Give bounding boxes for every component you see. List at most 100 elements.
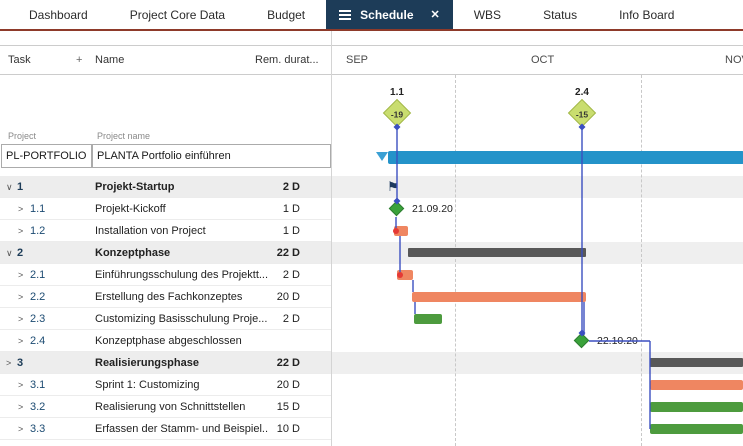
task-id: 2.3 [30,313,46,325]
task-row-3.2[interactable]: >3.2 Realisierung von Schnittstellen 15 D [0,396,331,418]
task-name: Realisierungsphase [95,357,199,369]
task-name: Einführungsschulung des Projektt... [95,269,269,281]
task-name: Sprint 1: Customizing [95,379,200,391]
tab-bar: Dashboard Project Core Data Budget Schedule… [0,0,743,31]
schedule-milestone-2.4[interactable]: -15 [567,98,597,128]
tab-dashboard[interactable]: Dashboard [29,7,88,22]
task-id: 2.1 [30,269,46,281]
task-row-3[interactable]: >3 Realisierungsphase 22 D [0,352,331,374]
timeline-header: SEP OCT NOV [332,45,743,75]
task-name: Erfassen der Stamm- und Beispiel... [95,423,269,435]
gantt-bar-2.2[interactable] [412,292,586,302]
project-name-field[interactable]: PLANTA Portfolio einführen [92,144,331,168]
task-name: Erstellung des Fachkonzeptes [95,291,243,303]
expand-icon[interactable]: ∨ [6,248,13,258]
gantt-bar-2.1[interactable] [397,270,413,280]
expand-icon[interactable]: > [18,380,24,390]
section-row-band [332,176,743,198]
tab-status[interactable]: Status [543,7,578,22]
tab-budget[interactable]: Budget [267,7,306,22]
expand-icon[interactable]: > [18,314,24,324]
task-row-3.1[interactable]: >3.1 Sprint 1: Customizing 20 D [0,374,331,396]
task-id: 3.3 [30,423,46,435]
milestone-2.4[interactable] [573,332,590,349]
schedule-milestone-1.1[interactable]: -19 [382,98,412,128]
column-name: Name [95,54,125,66]
task-id: 1 [17,181,24,193]
tab-label: Schedule [360,7,414,22]
month-label: SEP [346,54,369,66]
gantt-body: 1.1 -19 2.4 -15 ⚑ 21.09.20 22.10.20 [332,31,743,446]
project-bar[interactable] [388,151,743,164]
task-name: Konzeptphase [95,247,171,259]
task-row-2.4[interactable]: >2.4 Konzeptphase abgeschlossen [0,330,331,352]
expand-icon[interactable]: > [18,204,24,214]
task-name: Projekt-Kickoff [95,203,166,215]
task-row-2.3[interactable]: >2.3 Customizing Basisschulung Proje... 2 … [0,308,331,330]
task-id: 3.1 [30,379,46,391]
task-row-1.2[interactable]: >1.2 Installation von Project 1 D [0,220,331,242]
task-id: 2.2 [30,291,46,303]
gantt-bar-2[interactable] [408,248,586,257]
gantt-bar-1.2[interactable] [394,226,408,236]
task-rows: ∨ 1 Projekt-Startup 2 D >1.1 Projekt-Kickoff 1… [0,176,331,440]
tab-project-core-data[interactable]: Project Core Data [129,7,226,22]
task-row-2.1[interactable]: >2.1 Einführungsschulung des Projektt... 2… [0,264,331,286]
task-name: Projekt-Startup [95,181,175,193]
expand-icon[interactable]: ∨ [6,182,13,192]
close-icon[interactable]: ✕ [430,9,440,21]
task-duration: 22 D [276,357,300,369]
milestone-buffer-value: -15 [575,109,589,120]
task-duration: 15 D [276,401,300,413]
task-row-1.1[interactable]: >1.1 Projekt-Kickoff 1 D [0,198,331,220]
expand-icon[interactable]: > [18,424,24,434]
gantt-bar-2.3[interactable] [414,314,442,324]
task-row-3.3[interactable]: >3.3 Erfassen der Stamm- und Beispiel... 1… [0,418,331,440]
task-duration: 20 D [276,291,300,303]
gantt-bar-3.2[interactable] [650,402,743,412]
milestone-date: 22.10.20 [597,335,638,347]
task-duration: 20 D [276,379,300,391]
flag-icon[interactable]: ⚑ [387,179,399,194]
table-column-header: Task + Name Rem. durat... [0,45,331,75]
schedule-milestone-code: 2.4 [575,87,589,98]
task-duration: 10 D [276,423,300,435]
task-duration: 2 D [282,269,300,281]
task-row-1[interactable]: ∨ 1 Projekt-Startup 2 D [0,176,331,198]
task-name: Customizing Basisschulung Proje... [95,313,268,325]
gantt-bar-3.1[interactable] [650,380,743,390]
task-name: Konzeptphase abgeschlossen [95,335,242,347]
expand-icon[interactable]: > [18,270,24,280]
month-gridline [641,75,642,446]
section-row-band [332,352,743,374]
task-duration: 1 D [282,225,300,237]
milestone-date: 21.09.20 [412,203,453,215]
expand-icon[interactable]: > [18,292,24,302]
gantt-bar-3.3[interactable] [650,424,743,434]
task-name: Installation von Project [95,225,206,237]
task-name: Realisierung von Schnittstellen [95,401,246,413]
task-id: 1.2 [30,225,46,237]
project-id-label: Project [8,131,37,141]
project-id-field[interactable]: PL-PORTFOLIO [1,144,92,168]
tab-wbs[interactable]: WBS [473,7,502,22]
gantt-bar-3[interactable] [650,358,743,367]
task-row-2[interactable]: ∨ 2 Konzeptphase 22 D [0,242,331,264]
expand-icon[interactable]: > [6,358,12,368]
gantt-chart: SEP OCT NOV 1.1 -19 2.4 -15 ⚑ 21.09.20 22.10.20 [332,31,743,446]
expand-icon[interactable]: > [18,402,24,412]
milestone-1.1[interactable] [388,200,405,217]
add-column-button[interactable]: + [76,54,83,66]
tab-schedule[interactable]: Schedule ✕ [326,0,453,29]
month-label: OCT [531,54,555,66]
task-duration: 1 D [282,203,300,215]
task-duration: 22 D [276,247,300,259]
expand-icon[interactable]: > [18,226,24,236]
month-gridline [455,75,456,446]
tab-info-board[interactable]: Info Board [619,7,675,22]
task-row-2.2[interactable]: >2.2 Erstellung des Fachkonzeptes 20 D [0,286,331,308]
column-task: Task [8,54,31,66]
expand-icon[interactable]: > [18,336,24,346]
task-id: 3.2 [30,401,46,413]
menu-icon[interactable] [339,9,352,20]
